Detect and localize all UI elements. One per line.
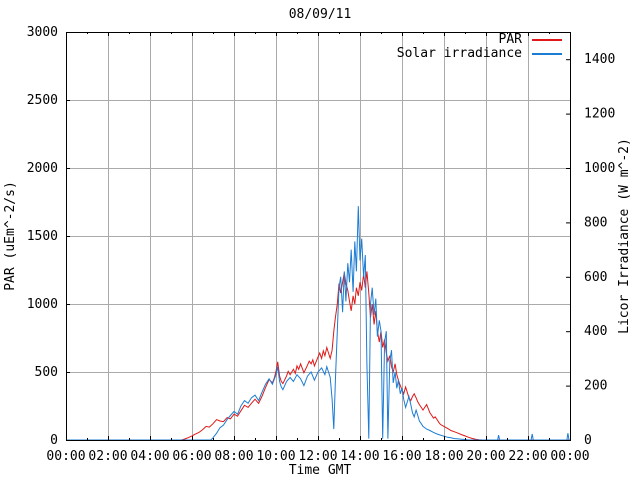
x-axis-label: Time GMT xyxy=(288,463,352,478)
y-left-tick-label: 3000 xyxy=(27,25,58,40)
y-left-tick-label: 0 xyxy=(50,433,58,448)
legend: PAR Solar irradiance xyxy=(396,32,562,61)
x-tick-label: 14:00 xyxy=(340,449,379,464)
x-tick-label: 08:00 xyxy=(214,449,253,464)
legend-label-par: PAR xyxy=(498,32,522,47)
x-tick-label: 00:00 xyxy=(46,449,85,464)
y-axis-right-label: Licor Irradiance (W m^-2) xyxy=(617,138,632,334)
x-tick-label: 06:00 xyxy=(172,449,211,464)
y-right-tick-label: 1200 xyxy=(584,107,615,122)
y-left-tick-label: 1500 xyxy=(27,229,58,244)
y-right-tick-label: 1000 xyxy=(584,161,615,176)
x-tick-label: 16:00 xyxy=(382,449,421,464)
x-tick-label: 10:00 xyxy=(256,449,295,464)
par-line xyxy=(66,271,570,441)
legend-item-solar-irradiance: Solar irradiance xyxy=(396,46,562,61)
x-tick-label: 18:00 xyxy=(424,449,463,464)
y-left-tick-label: 1000 xyxy=(27,297,58,312)
chart-title: 08/09/11 xyxy=(288,7,352,22)
y-right-tick-label: 400 xyxy=(584,324,607,339)
legend-swatch-par xyxy=(532,38,562,41)
gridlines xyxy=(66,32,570,440)
y-right-tick-label: 1400 xyxy=(584,52,615,67)
x-tick-label: 22:00 xyxy=(508,449,547,464)
tick-labels: 00:00 02:00 04:00 06:00 08:00 10:00 12:00 14:00… xyxy=(27,25,616,464)
series-lines xyxy=(66,206,570,441)
y-left-tick-label: 500 xyxy=(35,365,58,380)
x-tick-label: 00:00 xyxy=(550,449,589,464)
legend-item-par: PAR xyxy=(397,32,562,47)
y-right-tick-label: 0 xyxy=(584,433,592,448)
y-right-tick-label: 200 xyxy=(584,379,607,394)
axis-ticks xyxy=(66,32,570,440)
x-tick-label: 04:00 xyxy=(130,449,169,464)
legend-label-solar-irradiance: Solar irradiance xyxy=(396,46,522,61)
y-left-tick-label: 2000 xyxy=(27,161,58,176)
x-tick-label: 12:00 xyxy=(298,449,337,464)
x-tick-label: 20:00 xyxy=(466,449,505,464)
y-right-tick-label: 800 xyxy=(584,215,607,230)
solar-irradiance-line xyxy=(66,206,570,441)
y-left-tick-label: 2500 xyxy=(27,93,58,108)
legend-swatch-solar-irradiance xyxy=(532,52,562,55)
y-right-tick-label: 600 xyxy=(584,270,607,285)
x-tick-label: 02:00 xyxy=(88,449,127,464)
y-axis-left-label: PAR (uEm^-2/s) xyxy=(3,181,18,291)
